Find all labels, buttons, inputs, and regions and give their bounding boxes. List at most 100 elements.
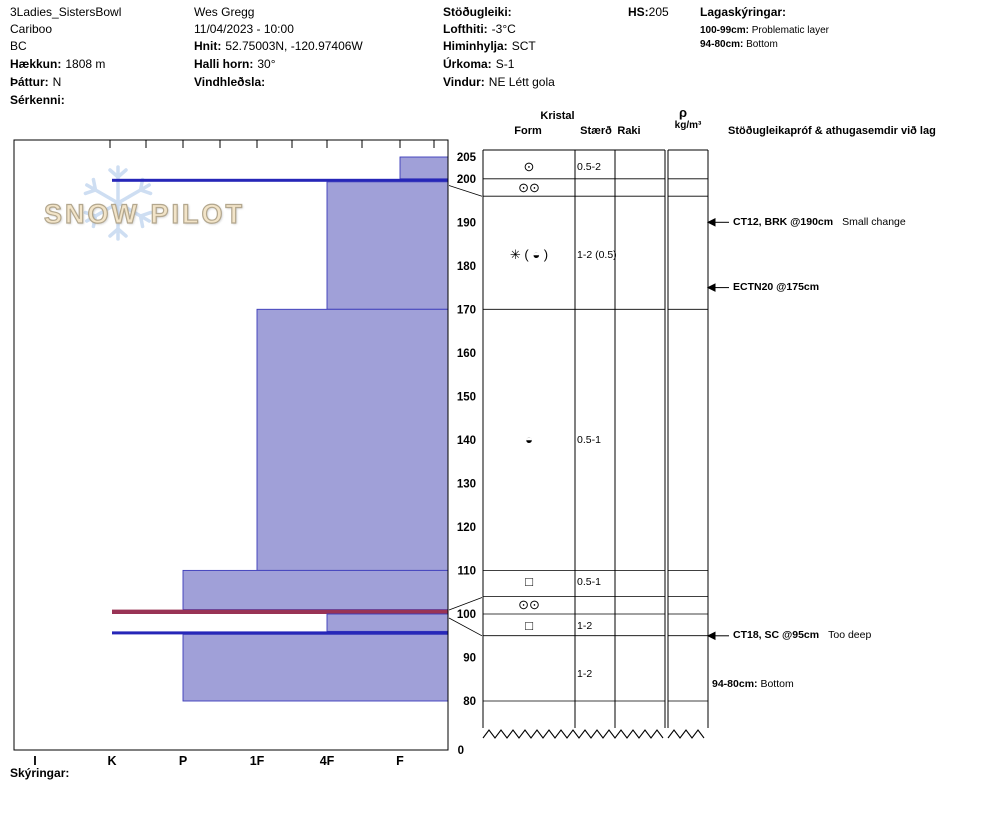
grain-form: □ xyxy=(525,574,533,589)
depth-tick-label-100: 100 xyxy=(457,609,476,621)
snow-layer-bar-95.3-80 xyxy=(182,633,449,702)
grain-form: ⊙⊙ xyxy=(518,180,540,195)
wetness-header: Raki xyxy=(617,125,641,137)
snow-layer-bar-110-101 xyxy=(182,569,449,611)
test-arrow-ct18 xyxy=(706,631,729,641)
slope-angle-value: 30° xyxy=(257,57,276,71)
depth-tick-label-150: 150 xyxy=(457,391,476,403)
profile-break-zigzag xyxy=(482,729,705,739)
wind-line: Vindur: NE Létt gola xyxy=(443,74,555,91)
grain-row-3: ✳ ( ◒ ) 1-2 (0.5) xyxy=(483,247,665,263)
site-province: BC xyxy=(10,39,27,53)
depth-tick-label-140: 140 xyxy=(457,435,476,447)
test-label: CT12, BRK @190cm xyxy=(733,216,834,228)
snow-layer-bar-100-96 xyxy=(326,613,449,632)
layer-note-1-text: Problematic layer xyxy=(751,25,829,36)
sky-cover-value: SCT xyxy=(511,39,536,53)
stability-label: Stöðugleiki: xyxy=(443,5,512,19)
comments-header: Stöðugleikapróf & athugasemdir við lag xyxy=(728,125,936,137)
layer-note-1-range: 100-99cm: xyxy=(700,25,749,36)
test-result-ct12: CT12, BRK @190cm Small change xyxy=(733,215,906,230)
depth-tick-label-160: 160 xyxy=(457,348,476,360)
grain-size: 0.5-1 xyxy=(577,434,601,446)
depth-tick-label-110: 110 xyxy=(457,565,476,577)
notes-footer-label: Skýringar: xyxy=(10,766,70,780)
depth-tick-label-205: 205 xyxy=(457,152,477,164)
hardness-label-4F: 4F xyxy=(320,754,335,768)
snowpilot-logo-text: SNOW PILOT xyxy=(43,198,245,229)
test-result-ectn20: ECTN20 @175cm xyxy=(733,280,828,295)
slope-angle-line: Halli horn: 30° xyxy=(194,56,276,73)
connector-line xyxy=(448,185,483,197)
elevation-value: 1808 m xyxy=(65,57,106,71)
layer-note-2: 94-80cm: Bottom xyxy=(700,38,778,52)
test-arrows xyxy=(706,217,729,641)
site-name: 3Ladies_SistersBowl xyxy=(10,5,122,19)
depth-tick-label-190: 190 xyxy=(457,217,476,229)
hardness-pane-frame xyxy=(13,139,449,751)
sky-cover-line: Himinhylja: SCT xyxy=(443,38,536,55)
bottom-note-text: Bottom xyxy=(760,678,794,690)
snow-layer-bar-205-200 xyxy=(399,156,449,180)
depth-tick-label-80: 80 xyxy=(463,696,476,708)
depth-tick-label-200: 200 xyxy=(457,174,476,186)
precip-label: Úrkoma: xyxy=(443,57,492,71)
features-line: Sérkenni: xyxy=(10,92,69,109)
coordinates-line: Hnit: 52.75003N, -120.97406W xyxy=(194,38,363,55)
bottom-layer-note: 94-80cm: Bottom xyxy=(712,677,794,692)
layer-notes-title: Lagaskýringar: xyxy=(700,5,787,19)
aspect-label: Þáttur: xyxy=(10,75,49,89)
test-comment: Too deep xyxy=(828,629,872,641)
sky-cover-label: Himinhylja: xyxy=(443,39,508,53)
test-label: ECTN20 @175cm xyxy=(733,281,820,293)
hardness-label-P: P xyxy=(179,754,187,768)
wind-loading-line: Vindhleðsla: xyxy=(194,74,269,91)
snow-layer-bar-96-95.3 xyxy=(112,631,448,635)
test-arrow-ectn20 xyxy=(706,283,729,292)
grain-form: ⊙ xyxy=(523,159,535,174)
connector-line xyxy=(448,597,483,611)
stability-line: Stöðugleiki: xyxy=(443,4,516,21)
bottom-note-range: 94-80cm: xyxy=(712,678,758,690)
aspect-line: Þáttur: N xyxy=(10,74,61,91)
grain-row-6: ⊙⊙ xyxy=(483,597,665,613)
hs-label: HS: xyxy=(628,5,649,19)
grain-size: 0.5-2 xyxy=(577,161,601,173)
kristal-header: Kristal xyxy=(540,110,575,122)
depth-zero-label: 0 xyxy=(458,745,464,757)
precip-value: S-1 xyxy=(495,57,515,71)
snow-layer-bar-200-199.3 xyxy=(112,178,448,182)
layer-note-2-text: Bottom xyxy=(746,39,778,50)
elevation-label: Hækkun: xyxy=(10,57,62,71)
density-units-header: kg/m³ xyxy=(674,120,702,131)
grain-row-4: ◒ 0.5-1 xyxy=(483,432,665,448)
zigzag-density xyxy=(667,729,705,739)
grain-form: □ xyxy=(525,618,533,633)
depth-axis-labels: 0 205 200 190 180 170 160 150 140 130 120 110 100 90… xyxy=(457,152,477,757)
hs-value: 205 xyxy=(648,5,669,19)
hardness-bars xyxy=(112,156,449,702)
hardness-label-F: F xyxy=(396,754,404,768)
hardness-label-K: K xyxy=(107,754,116,768)
connector-line xyxy=(448,617,483,637)
grain-row-8: 1-2 xyxy=(483,666,665,682)
test-comment: Small change xyxy=(842,216,906,228)
air-temp-label: Lofthiti: xyxy=(443,22,488,36)
coordinates-label: Hnit: xyxy=(194,39,222,53)
snow-layer-bar-170-110 xyxy=(256,308,449,571)
air-temp-line: Lofthiti: -3°C xyxy=(443,21,516,38)
depth-tick-label-170: 170 xyxy=(457,304,476,316)
features-label: Sérkenni: xyxy=(10,93,65,107)
depth-tick-label-130: 130 xyxy=(457,478,476,490)
density-symbol-header: ρ xyxy=(678,105,688,120)
snow-layer-bar-199.3-170 xyxy=(326,181,449,310)
test-arrow-ct12 xyxy=(706,217,729,227)
grain-form: ✳ ( ◒ ) xyxy=(509,247,549,262)
observer-name: Wes Gregg xyxy=(194,5,255,19)
observation-datetime: 11/04/2023 - 10:00 xyxy=(194,22,294,36)
thin-layer-connectors xyxy=(448,185,483,637)
wind-value: NE Létt gola xyxy=(488,75,555,89)
wind-loading-label: Vindhleðsla: xyxy=(194,75,266,89)
grain-form: ⊙⊙ xyxy=(518,597,540,612)
